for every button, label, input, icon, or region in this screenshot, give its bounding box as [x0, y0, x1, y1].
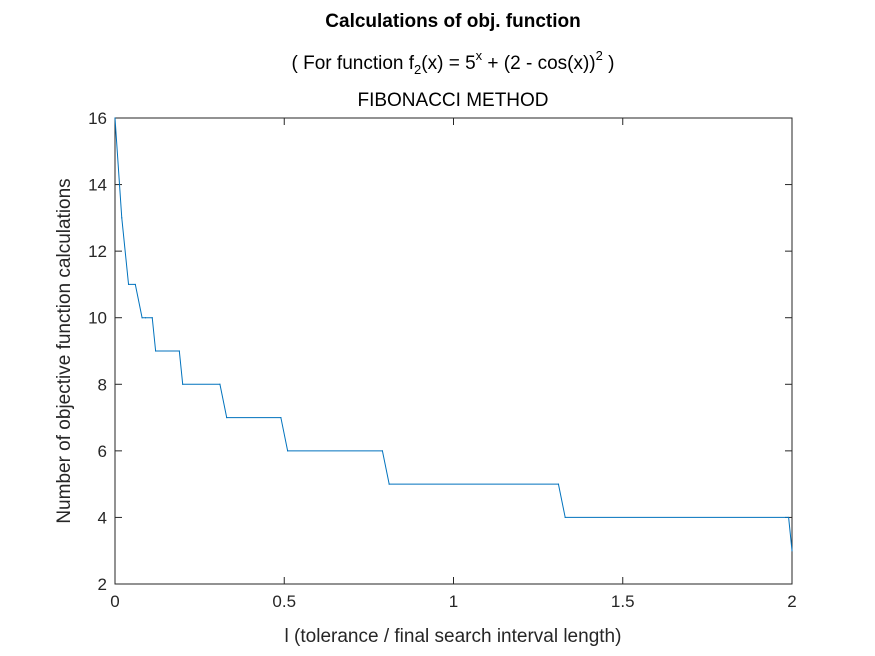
- series-line: [114, 117, 793, 551]
- data-point: [141, 317, 143, 319]
- data-point: [127, 283, 130, 286]
- data-point: [155, 350, 157, 352]
- data-point: [134, 283, 136, 286]
- chart-title: Calculations of obj. function: [325, 11, 581, 32]
- y-tick-label: 8: [98, 375, 107, 394]
- y-tick-label: 16: [88, 109, 107, 128]
- subtitle-subscript: 2: [414, 62, 422, 77]
- data-point: [151, 317, 153, 319]
- data-point: [121, 217, 123, 219]
- x-tick-label: 0: [110, 592, 119, 611]
- y-tick-label: 4: [98, 508, 107, 527]
- data-point: [791, 550, 793, 552]
- x-axis-label: l (tolerance / final search interval len…: [285, 626, 622, 647]
- data-point: [388, 483, 390, 485]
- data-point: [219, 383, 221, 385]
- data-point: [788, 516, 790, 519]
- data-point: [144, 317, 147, 319]
- data-point: [178, 350, 180, 352]
- data-point: [114, 117, 116, 119]
- y-tick-label: 12: [88, 242, 107, 261]
- x-tick-label: 0.5: [272, 592, 296, 611]
- axes-box: [114, 117, 793, 585]
- data-point: [280, 416, 282, 419]
- data-point: [287, 450, 289, 452]
- x-tick-label: 2: [787, 592, 796, 611]
- subtitle-suffix: ): [602, 53, 615, 74]
- x-tick-label: 1.5: [611, 592, 635, 611]
- y-tick-label: 10: [88, 309, 107, 328]
- y-tick-label: 14: [88, 176, 107, 195]
- data-point: [564, 516, 566, 519]
- data-point: [182, 383, 184, 385]
- y-tick-labels: 2 4 6 8 10 12 14 16: [88, 109, 107, 594]
- y-tick-label: 2: [98, 575, 107, 594]
- data-point: [381, 450, 384, 452]
- chart-subtitle: ( For function f2(x) = 5x + (2 - cos(x))…: [0, 48, 875, 77]
- subtitle-rest: + (2 - cos(x)): [482, 53, 596, 74]
- subtitle-prefix: ( For function f: [291, 53, 415, 74]
- tick-marks: [114, 117, 793, 585]
- y-axis-label: Number of objective function calculation…: [54, 178, 75, 523]
- subtitle-mid: (x) = 5: [421, 53, 476, 74]
- subtitle-exponent-x: x: [475, 48, 483, 63]
- subtitle-exponent-2: 2: [595, 48, 603, 63]
- x-tick-labels: 0 0.5 1 1.5 2: [110, 592, 796, 611]
- y-tick-label: 6: [98, 442, 107, 461]
- method-subtitle: FIBONACCI METHOD: [357, 90, 549, 111]
- x-tick-label: 1: [449, 592, 458, 611]
- data-point: [557, 483, 560, 485]
- data-point: [226, 416, 228, 419]
- data-points: [114, 117, 793, 552]
